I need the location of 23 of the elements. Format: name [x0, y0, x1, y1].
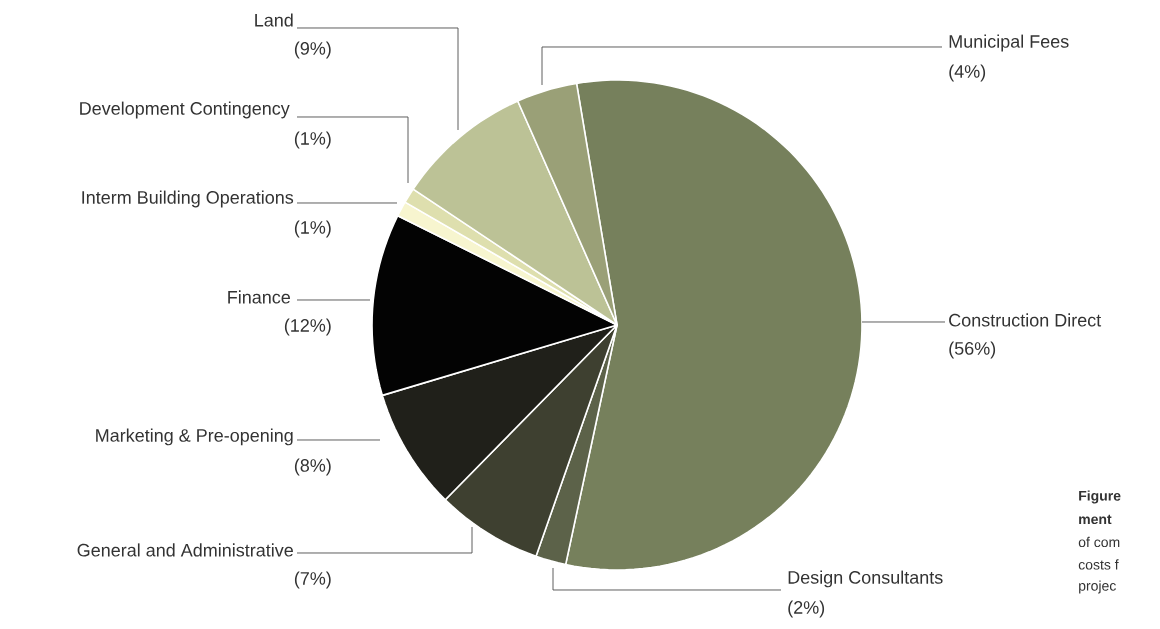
data-label: (8%) — [294, 458, 331, 476]
text: ment — [1079, 514, 1112, 525]
slice-label: Marketing & Pre-opening — [96, 428, 293, 446]
data-label: (7%) — [294, 571, 331, 589]
text: of com — [1078, 536, 1120, 548]
slice-label: Construction Direct — [949, 313, 1102, 327]
slice-label: Interm Building Operations — [82, 190, 294, 208]
data-label: (56%) — [949, 341, 996, 359]
slice-label: Development Contingency — [80, 101, 290, 119]
text: projec — [1079, 580, 1116, 594]
slice-label: Municipal Fees — [949, 34, 1069, 52]
text: Figure — [1079, 490, 1121, 504]
slice-label: Land — [255, 13, 293, 27]
slice-label: General and Administrative — [77, 543, 293, 557]
data-label: (1%) — [294, 220, 331, 238]
data-label: (1%) — [294, 131, 331, 149]
data-label: (4%) — [949, 64, 986, 82]
slice-label: Design Consultants — [788, 570, 943, 588]
data-label: (2%) — [788, 600, 825, 618]
data-label: (9%) — [294, 41, 331, 59]
text: costs f — [1078, 559, 1119, 570]
data-label: (12%) — [284, 318, 331, 336]
slice-label: Finance — [228, 290, 290, 304]
